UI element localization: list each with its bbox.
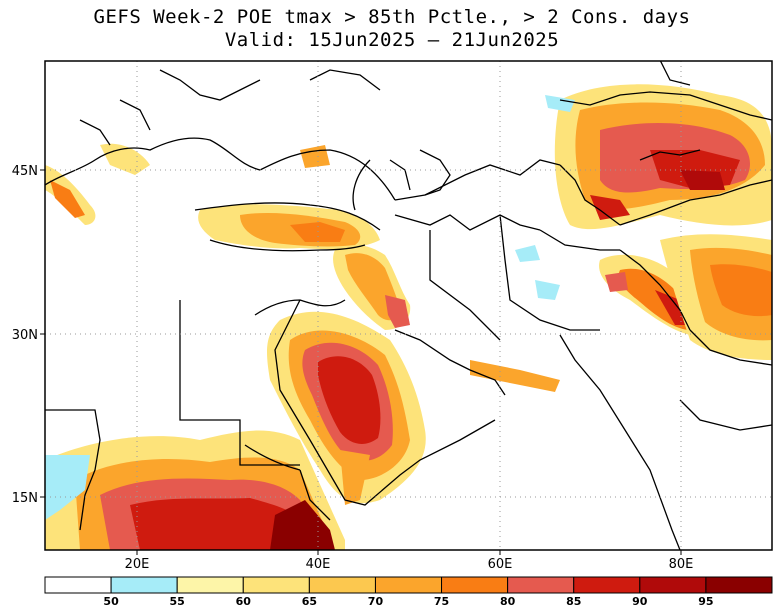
colorbar-tick-label: 80 xyxy=(500,595,516,608)
colorbar-tick-label: 70 xyxy=(368,595,384,608)
map-title-line2: Valid: 15Jun2025 – 21Jun2025 xyxy=(224,29,560,51)
colorbar-tick-label: 65 xyxy=(302,595,317,608)
colorbar-tick-label: 55 xyxy=(170,595,185,608)
lat-label-15n: 15N xyxy=(12,491,38,506)
colorbar-swatch xyxy=(44,576,112,594)
lon-label-20e: 20E xyxy=(125,557,150,572)
colorbar-tick-label: 90 xyxy=(632,595,648,608)
lat-label-30n: 30N xyxy=(12,328,38,343)
colorbar-tick-label: 85 xyxy=(566,595,581,608)
colorbar-swatch xyxy=(176,576,244,594)
lon-label-80e: 80E xyxy=(669,557,694,572)
colorbar-swatch xyxy=(242,576,310,594)
colorbar-tick-label: 50 xyxy=(103,595,119,608)
colorbar-swatch xyxy=(441,576,509,594)
colorbar-swatch xyxy=(374,576,443,594)
colorbar: 50 55 60 65 70 75 80 85 90 95 xyxy=(44,576,773,608)
colorbar-swatch xyxy=(705,576,773,594)
colorbar-tick-label: 75 xyxy=(434,595,449,608)
colorbar-swatch xyxy=(573,576,641,594)
map-frame xyxy=(44,60,773,551)
map-title-line1: GEFS Week-2 POE tmax > 85th Pctle., > 2 … xyxy=(93,6,691,28)
colorbar-swatch xyxy=(507,576,575,594)
colorbar-swatch xyxy=(308,576,376,594)
lat-label-45n: 45N xyxy=(12,164,38,179)
axis-ticks xyxy=(40,169,682,555)
colorbar-swatch xyxy=(110,576,178,594)
graticule xyxy=(45,61,772,550)
heat-probability-shading xyxy=(45,84,772,550)
colorbar-tick-label: 60 xyxy=(236,595,252,608)
country-borders xyxy=(45,61,772,550)
colorbar-tick-label: 95 xyxy=(698,595,713,608)
lon-label-40e: 40E xyxy=(306,557,331,572)
colorbar-swatch xyxy=(639,576,707,594)
lon-label-60e: 60E xyxy=(488,557,513,572)
